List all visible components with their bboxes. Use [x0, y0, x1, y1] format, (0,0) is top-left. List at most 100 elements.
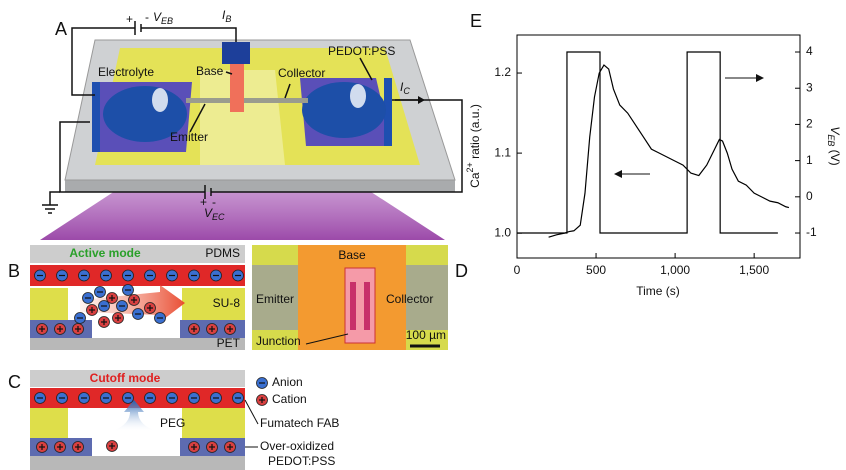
anion-icon — [155, 313, 166, 324]
subscript: EB — [826, 134, 836, 146]
anion-icon — [257, 378, 268, 389]
sign: - — [212, 195, 216, 209]
y2-axis-title: VEB (V) — [826, 126, 842, 165]
label: Emitter — [256, 292, 294, 306]
label: Base — [338, 248, 366, 262]
y-tick-label: 1.1 — [494, 145, 511, 159]
x-axis-title: Time (s) — [636, 284, 680, 298]
anion-icon — [35, 270, 46, 281]
cation-icon — [37, 442, 48, 453]
cation-icon — [107, 441, 118, 452]
panel-label: C — [8, 372, 21, 392]
panel-c: C Cutoff mode PEG Anion Cation Fumatech … — [8, 370, 339, 470]
label: Junction — [256, 334, 301, 348]
y2-tick-label: 0 — [806, 189, 813, 203]
cation-icon — [73, 442, 84, 453]
text: ratio (a.u.) — [468, 104, 482, 162]
cation-icon — [225, 442, 236, 453]
y2-tick-label: 4 — [806, 44, 813, 58]
y2-tick-label: 1 — [806, 153, 813, 167]
cation-icon — [145, 303, 156, 314]
mode-label: Active mode — [69, 246, 141, 260]
label: Fumatech FAB — [260, 416, 339, 430]
anion-icon — [233, 393, 244, 404]
text: (V) — [828, 146, 842, 165]
su8-block — [30, 408, 68, 438]
cation-icon — [55, 442, 66, 453]
junction-region — [345, 268, 375, 343]
anion-icon — [145, 270, 156, 281]
figure: A Electrolyte Base Collector PEDOT:PSS E… — [0, 0, 846, 470]
page: {"panels": { "A": {"label": "A", "electr… — [0, 0, 846, 470]
cation-icon — [73, 324, 84, 335]
v-eb-label: VEB — [153, 10, 173, 26]
layer-label: PET — [217, 336, 241, 350]
right-drop — [302, 82, 386, 138]
anion-icon — [189, 270, 200, 281]
arrowhead — [756, 74, 764, 82]
anion-icon — [189, 393, 200, 404]
sign: - — [145, 10, 149, 24]
anion-icon — [75, 313, 86, 324]
cation-icon — [225, 324, 236, 335]
channel — [186, 98, 308, 103]
subscript: C — [403, 86, 410, 96]
anion-icon — [35, 393, 46, 404]
anion-icon — [211, 270, 222, 281]
anion-icon — [233, 270, 244, 281]
su8-block — [30, 288, 68, 320]
subscript: EB — [161, 16, 173, 26]
wire — [50, 192, 60, 205]
anion-icon — [123, 270, 134, 281]
anion-icon — [95, 287, 106, 298]
highlight — [350, 84, 366, 108]
anion-icon — [123, 285, 134, 296]
base-gate — [230, 62, 244, 112]
x-tick-label: 1,000 — [660, 263, 690, 277]
pointer — [245, 400, 258, 424]
electrode-bar — [350, 282, 356, 330]
data-line — [549, 65, 789, 237]
panel-label: A — [55, 19, 67, 39]
cation-icon — [129, 295, 140, 306]
anion-icon — [145, 393, 156, 404]
pet-layer — [30, 456, 245, 470]
cation-icon — [257, 395, 268, 406]
annotation-arrows — [620, 78, 758, 174]
panel-d: D Base Emitter Collector Junction 100 µm — [252, 245, 468, 350]
label: Collector — [386, 292, 433, 306]
left-strip — [92, 82, 100, 152]
label: PEDOT:PSS — [328, 44, 395, 58]
x-tick-label: 1,500 — [739, 263, 769, 277]
cation-icon — [207, 442, 218, 453]
electrode-bar — [364, 282, 370, 330]
panel-label: E — [470, 11, 482, 31]
scale-label: 100 µm — [406, 328, 446, 342]
legend-label: Anion — [272, 375, 303, 389]
glass-edge — [65, 180, 455, 192]
cation-icon — [87, 305, 98, 316]
anion-icon — [99, 301, 110, 312]
y-axis-title: Ca2+ ratio (a.u.) — [465, 104, 482, 188]
superscript: 2+ — [465, 162, 475, 172]
y-tick-label: 1.2 — [494, 65, 511, 79]
label: Base — [196, 64, 224, 78]
cation-icon — [189, 324, 200, 335]
cation-icon — [99, 317, 110, 328]
y2-tick-label: 2 — [806, 117, 813, 131]
label: PEDOT:PSS — [268, 454, 335, 468]
anion-icon — [101, 393, 112, 404]
highlight — [152, 88, 168, 112]
anion-icon — [79, 393, 90, 404]
label: Collector — [278, 66, 325, 80]
label: Over-oxidized — [260, 439, 334, 453]
anion-icon — [57, 270, 68, 281]
cation-icon — [207, 324, 218, 335]
anion-icon — [57, 393, 68, 404]
y-tick-label: 1.0 — [494, 225, 511, 239]
panel-a: A Electrolyte Base Collector PEDOT:PSS E… — [40, 8, 462, 240]
label: PEG — [160, 416, 185, 430]
anion-icon — [167, 270, 178, 281]
i-b-label: IB — [222, 8, 231, 24]
